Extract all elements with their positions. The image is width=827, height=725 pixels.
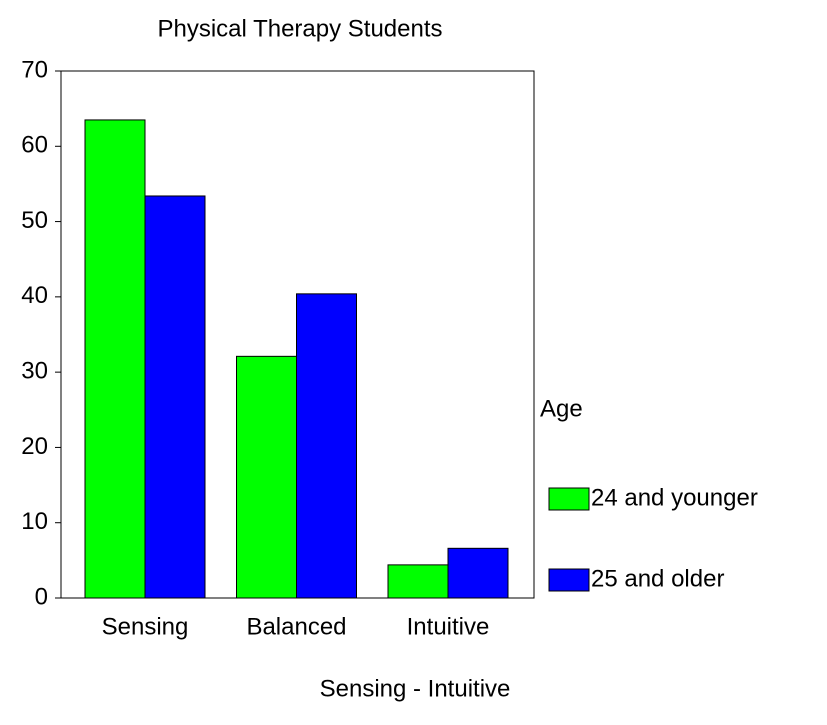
y-tick-label: 10 xyxy=(21,508,48,535)
y-tick-label: 70 xyxy=(21,56,48,83)
bar xyxy=(84,119,146,599)
x-axis-title: Sensing - Intuitive xyxy=(320,675,511,702)
x-tick-label: Balanced xyxy=(246,613,346,640)
legend-title: Age xyxy=(540,395,583,422)
y-tick-label: 50 xyxy=(21,207,48,234)
x-tick-label: Sensing xyxy=(102,613,189,640)
legend-swatch xyxy=(548,568,590,592)
y-tick-label: 40 xyxy=(21,282,48,309)
bar xyxy=(447,547,509,599)
chart-title: Physical Therapy Students xyxy=(157,15,442,42)
bar xyxy=(296,293,357,599)
legend-swatch xyxy=(548,487,590,511)
bar xyxy=(236,355,297,599)
legend-label: 25 and older xyxy=(591,565,724,592)
y-tick-label: 0 xyxy=(35,583,48,610)
legend-label: 24 and younger xyxy=(591,484,758,511)
y-tick-label: 30 xyxy=(21,357,48,384)
bar xyxy=(387,564,449,599)
y-tick-label: 20 xyxy=(21,433,48,460)
y-tick-label: 60 xyxy=(21,132,48,159)
bar xyxy=(144,195,206,599)
x-tick-label: Intuitive xyxy=(407,613,490,640)
